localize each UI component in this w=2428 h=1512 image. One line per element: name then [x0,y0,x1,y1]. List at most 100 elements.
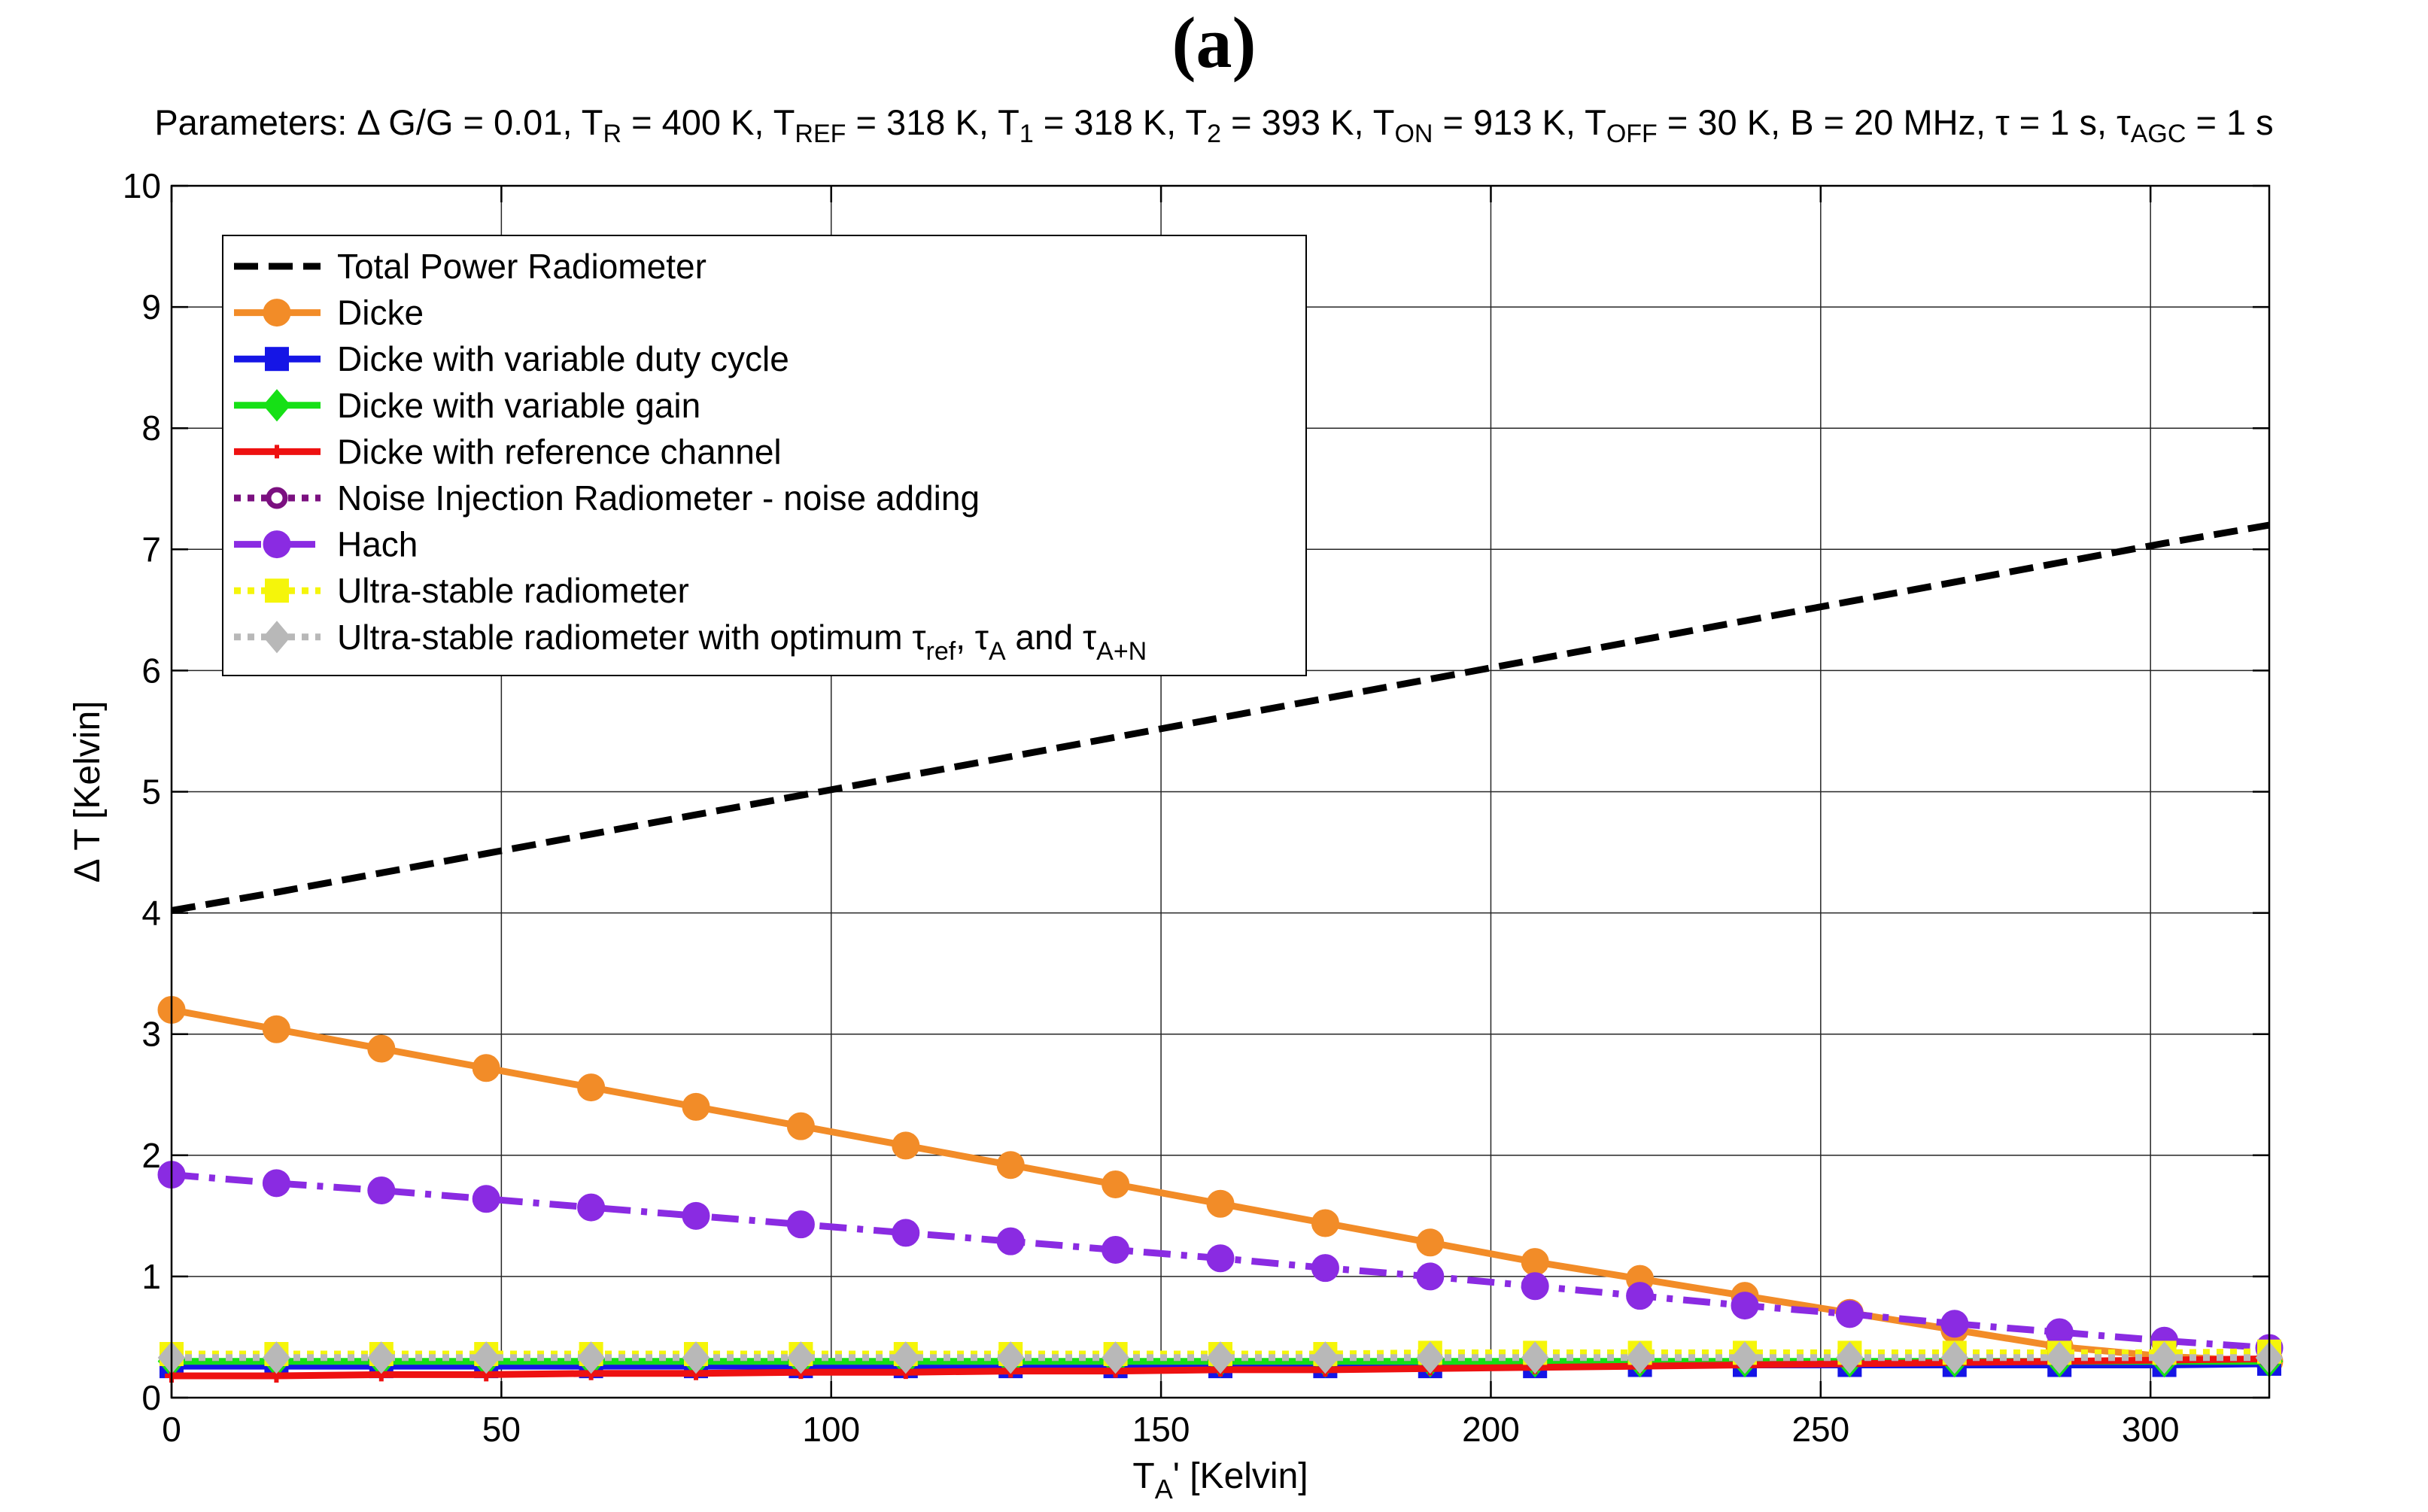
data-point [1835,1300,1864,1328]
legend-label: Dicke [337,293,424,332]
series-line [171,521,2270,914]
data-point [577,1193,606,1222]
data-point [1731,1292,1759,1320]
parameter-item: τAGC = 1 s [2117,102,2274,148]
y-tick-label: 7 [141,530,161,569]
data-point [472,1185,500,1213]
legend-label: Noise Injection Radiometer - noise addin… [337,478,980,518]
legend-label: Hach [337,525,418,564]
data-point [787,1341,815,1374]
data-point [1311,1209,1339,1237]
data-point [892,1131,920,1160]
data-point [367,1341,396,1374]
data-point [1416,1228,1445,1257]
y-tick-label: 1 [141,1257,161,1296]
legend-label: Dicke with variable gain [337,386,700,425]
x-tick-label: 0 [162,1410,181,1449]
legend-entry: Dicke with variable gain [234,386,700,425]
parameter-item: TON = 913 K [1372,102,1566,148]
y-tick-label: 9 [141,287,161,326]
parameter-item: TR = 400 K [581,102,755,148]
legend-entry: Dicke with reference channel [234,432,782,471]
data-point [1940,1341,1969,1374]
data-point [1731,1341,1759,1374]
legend-label: Total Power Radiometer [337,247,707,286]
data-point [786,1210,815,1239]
parameter-item: T2 = 393 K [1185,102,1354,148]
x-tick-label: 200 [1462,1410,1520,1449]
data-point [577,1073,606,1102]
parameter-item: Δ G/G = 0.01 [357,102,563,142]
data-point [262,1015,290,1043]
legend-marker [263,621,291,654]
data-point [1206,1244,1235,1273]
data-point [996,1227,1025,1255]
data-point [1416,1341,1445,1374]
legend-marker [270,445,284,459]
data-point [472,1054,500,1082]
data-point [1311,1341,1339,1374]
y-tick-label: 5 [141,773,161,812]
y-axis-label: Δ T [Kelvin] [68,701,108,883]
legend-entry: Ultra-stable radiometer [234,571,689,610]
data-point [1626,1282,1655,1310]
y-tick-label: 10 [123,166,161,205]
data-point [1521,1248,1549,1277]
data-point [996,1151,1025,1180]
legend-entry: Total Power Radiometer [234,247,707,286]
legend-marker [263,299,291,327]
x-tick-label: 150 [1132,1410,1190,1449]
legend-label: Ultra-stable radiometer [337,571,689,610]
parameter-item: B = 20 MHz [1790,102,1977,142]
y-tick-label: 6 [141,651,161,690]
series-layer [157,521,2284,1383]
parameter-item: τ = 1 s [1995,102,2098,142]
data-point [892,1219,920,1247]
x-tick-label: 300 [2122,1410,2180,1449]
data-point [1311,1254,1339,1283]
x-tick-label: 100 [802,1410,860,1449]
data-point [2045,1341,2074,1374]
legend-entry: Hach [234,525,418,564]
data-point [682,1341,710,1374]
legend-label: Dicke with reference channel [337,432,782,471]
legend-entry: Ultra-stable radiometer with optimum τre… [234,618,1147,666]
series-group [157,1161,2284,1362]
data-point [1626,1341,1654,1374]
series-group [157,1341,2284,1374]
data-point [263,1341,290,1374]
data-point [577,1341,605,1374]
legend-marker [263,389,291,422]
data-point [1940,1310,1969,1338]
parameter-item: TOFF = 30 K [1585,102,1771,148]
data-point [1521,1272,1549,1301]
x-tick-label: 50 [482,1410,521,1449]
data-point [1206,1189,1235,1218]
legend-box [222,235,1307,676]
data-point [1102,1341,1129,1374]
y-tick-label: 8 [141,408,161,448]
y-tick-label: 0 [141,1378,161,1417]
legend-marker [266,487,288,509]
x-tick-label: 250 [1791,1410,1849,1449]
data-point [472,1341,500,1374]
data-point [682,1092,710,1121]
data-point [1416,1262,1445,1291]
parameters-line: Parameters: Δ G/G = 0.01, TR = 400 K, TR… [154,102,2274,148]
data-point [892,1341,920,1374]
legend-marker [265,347,289,372]
data-point [1521,1341,1549,1374]
legend-label: Dicke with variable duty cycle [337,339,789,378]
y-tick-label: 2 [141,1136,161,1175]
series-group [171,521,2270,914]
legend-marker [263,530,291,559]
x-axis-label: TA' [Kelvin] [1132,1456,1308,1504]
legend-entry: Dicke [234,293,424,332]
data-point [786,1112,815,1140]
data-point [2150,1341,2178,1374]
data-point [367,1034,396,1063]
data-point [1206,1341,1235,1374]
parameter-item: TREF = 318 K [773,102,979,148]
panel-label: (a) [1171,2,1257,83]
